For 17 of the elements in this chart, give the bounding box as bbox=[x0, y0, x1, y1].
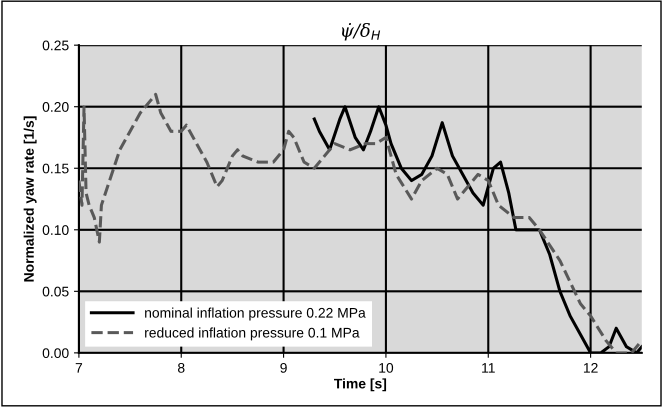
x-tick-label: 10 bbox=[379, 362, 394, 373]
legend-label: nominal inflation pressure 0.22 MPa bbox=[145, 308, 366, 320]
x-tick-label: 12 bbox=[584, 362, 598, 373]
x-tick-label: 7 bbox=[76, 363, 82, 373]
y-tick-label: 0.10 bbox=[42, 225, 69, 235]
x-tick-label: 8 bbox=[178, 362, 184, 373]
y-tick-label: 0.05 bbox=[42, 286, 69, 296]
y-axis-title: Normalized yaw rate [1/s] bbox=[24, 116, 37, 282]
chart-title: ψ̇/δ$_{H}$ bbox=[342, 22, 380, 41]
x-axis-title: Time [s] bbox=[334, 378, 386, 392]
y-tick-label: 0.15 bbox=[42, 164, 69, 174]
legend-label: reduced inflation pressure 0.1 MPa bbox=[145, 327, 360, 340]
y-tick-label: 0.20 bbox=[42, 102, 69, 112]
y-tick-label: 0.00 bbox=[42, 348, 69, 358]
x-tick-label: 11 bbox=[482, 363, 495, 373]
y-tick-label: 0.25 bbox=[42, 40, 69, 50]
x-tick-label: 9 bbox=[280, 362, 287, 373]
